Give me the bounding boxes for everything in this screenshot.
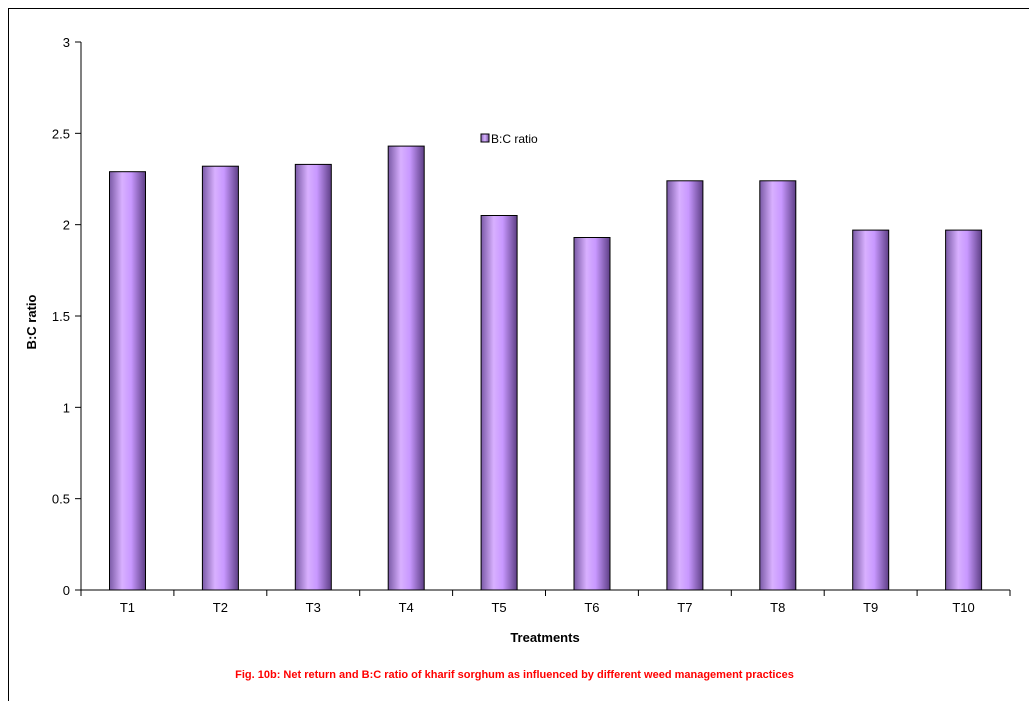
x-tick-label: T2 <box>213 600 228 615</box>
bar-t3 <box>294 163 332 591</box>
y-tick-label: 0.5 <box>52 492 70 507</box>
chart-frame <box>8 8 1029 701</box>
x-tick-label: T3 <box>306 600 321 615</box>
bar-t4 <box>387 145 425 591</box>
x-tick-label: T6 <box>584 600 599 615</box>
y-tick-label: 2 <box>63 218 70 233</box>
y-tick-label: 0 <box>63 583 70 598</box>
bar-t8 <box>759 180 797 591</box>
x-tick-label: T7 <box>677 600 692 615</box>
y-tick-label: 1 <box>63 400 70 415</box>
x-tick-label: T5 <box>491 600 506 615</box>
y-axis-title: B:C ratio <box>24 294 39 349</box>
x-tick-label: T1 <box>120 600 135 615</box>
bar-t1 <box>109 171 146 591</box>
bar-t6 <box>573 237 611 591</box>
bar-t5 <box>480 215 518 591</box>
bar-t10 <box>945 229 983 591</box>
x-axis-title: Treatments <box>510 630 579 645</box>
figure-caption: Fig. 10b: Net return and B:C ratio of kh… <box>235 669 794 681</box>
bar-t9 <box>852 229 890 591</box>
legend-swatch <box>480 133 490 143</box>
legend-label: B:C ratio <box>491 132 538 146</box>
legend: B:C ratio <box>480 132 538 146</box>
bars-group <box>109 145 983 591</box>
bar-t7 <box>666 180 704 591</box>
x-tick-label: T9 <box>863 600 878 615</box>
y-tick-label: 3 <box>63 35 70 50</box>
x-tick-label: T8 <box>770 600 785 615</box>
y-tick-label: 1.5 <box>52 309 70 324</box>
bar-t2 <box>201 165 239 591</box>
x-tick-label: T10 <box>952 600 974 615</box>
axes-group <box>75 41 1011 596</box>
y-tick-labels: 0 0.5 1 1.5 2 2.5 3 <box>52 35 70 598</box>
x-tick-label: T4 <box>399 600 414 615</box>
x-tick-labels: T1 T2 T3 T4 T5 T6 T7 T8 T9 T10 <box>120 600 975 615</box>
y-tick-label: 2.5 <box>52 126 70 141</box>
